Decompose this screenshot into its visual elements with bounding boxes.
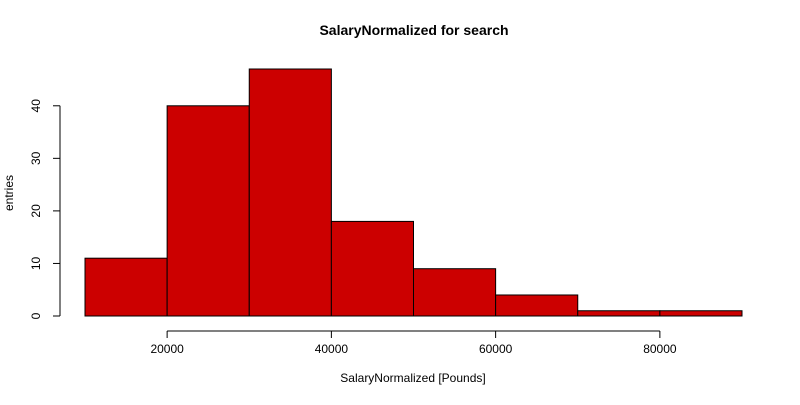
y-tick-label-0: 0 (29, 312, 43, 319)
histogram-bar-1 (166, 105, 250, 317)
y-axis: 0 10 20 30 40 (29, 99, 61, 319)
x-tick-label-1: 40000 (315, 342, 349, 356)
y-tick-label-2: 20 (29, 204, 43, 218)
x-axis: 20000 40000 60000 80000 (150, 330, 677, 356)
histogram-bar-7 (659, 310, 743, 317)
histogram-bar-2 (248, 68, 332, 317)
histogram-bar-5 (495, 294, 579, 317)
bars-group (84, 68, 743, 317)
x-tick-label-2: 60000 (479, 342, 513, 356)
y-tick-label-1: 10 (29, 256, 43, 270)
y-axis-label: entries (2, 175, 16, 211)
histogram-bar-4 (413, 268, 497, 317)
histogram-bar-3 (330, 220, 414, 317)
x-axis-label: SalaryNormalized [Pounds] (340, 371, 485, 385)
x-tick-label-0: 20000 (150, 342, 184, 356)
histogram-bar-6 (577, 310, 661, 317)
chart-title: SalaryNormalized for search (319, 22, 508, 38)
y-tick-label-3: 30 (29, 151, 43, 165)
y-tick-label-4: 40 (29, 99, 43, 113)
x-tick-label-3: 80000 (643, 342, 677, 356)
histogram-bar-0 (84, 257, 168, 317)
